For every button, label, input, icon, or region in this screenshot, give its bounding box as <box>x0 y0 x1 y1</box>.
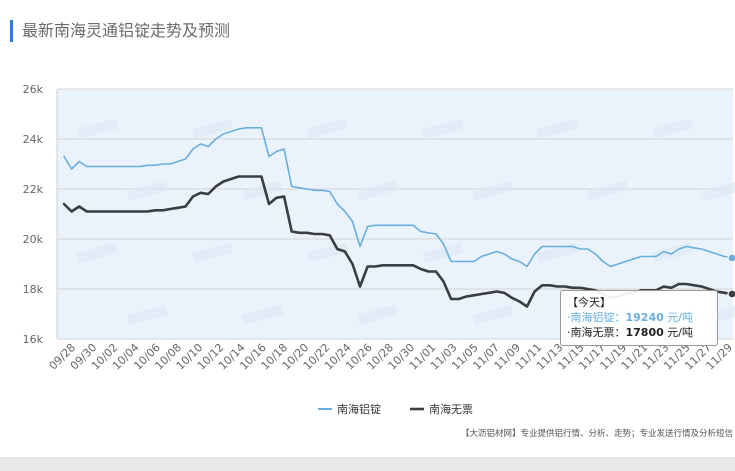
tooltip-unit-b: 元/吨 <box>667 326 693 339</box>
tooltip-value-a: 19240 <box>625 311 664 324</box>
watermark <box>242 180 284 201</box>
watermark <box>307 118 349 139</box>
y-tick-label: 20k <box>23 233 44 246</box>
today-marker-a <box>727 253 735 263</box>
today-marker-b <box>727 289 735 299</box>
watermark <box>472 180 514 201</box>
watermark <box>357 304 399 325</box>
tooltip-heading: 【今天】 <box>567 296 611 309</box>
watermark <box>241 304 284 325</box>
tooltip-row-series-a: ·南海铝锭：19240 元/吨 <box>567 311 693 324</box>
watermark <box>702 180 735 201</box>
tooltip-label-a: 南海铝锭 <box>570 311 615 324</box>
y-tick-label: 26k <box>23 83 44 96</box>
watermark <box>192 118 234 139</box>
watermark <box>422 242 464 263</box>
chart-tooltip: 【今天】 ·南海铝锭：19240 元/吨 ·南海无票：17800 元/吨 <box>560 290 718 346</box>
watermark <box>192 242 234 263</box>
watermark <box>77 118 119 139</box>
tooltip-label-b: 南海无票 <box>570 326 615 339</box>
series-line-a <box>63 127 733 268</box>
tooltip-unit-a: 元/吨 <box>667 311 693 324</box>
watermark <box>127 304 169 325</box>
watermark <box>127 180 169 201</box>
footer-note: 【大沥铝材网】专业提供铝行情、分析、走势；专业发送行情及分析短信 <box>461 428 734 439</box>
page-title: 最新南海灵通铝锭走势及预测 <box>10 20 230 42</box>
watermark <box>587 180 629 201</box>
watermark <box>652 118 694 139</box>
y-tick-label: 18k <box>23 283 44 296</box>
tooltip-value-b: 17800 <box>625 326 664 339</box>
legend-label-a: 南海铝锭 <box>337 402 381 416</box>
watermark <box>77 242 119 263</box>
tooltip-row-series-b: ·南海无票：17800 元/吨 <box>567 326 693 339</box>
watermark <box>472 304 514 325</box>
page-bottom-band <box>0 457 735 471</box>
watermark <box>537 118 579 139</box>
y-tick-label: 16k <box>23 333 44 346</box>
legend-label-b: 南海无票 <box>429 402 473 416</box>
y-tick-label: 24k <box>23 133 44 146</box>
watermark <box>422 118 464 139</box>
watermark <box>357 180 399 201</box>
watermark <box>537 242 579 263</box>
y-tick-label: 22k <box>23 183 44 196</box>
